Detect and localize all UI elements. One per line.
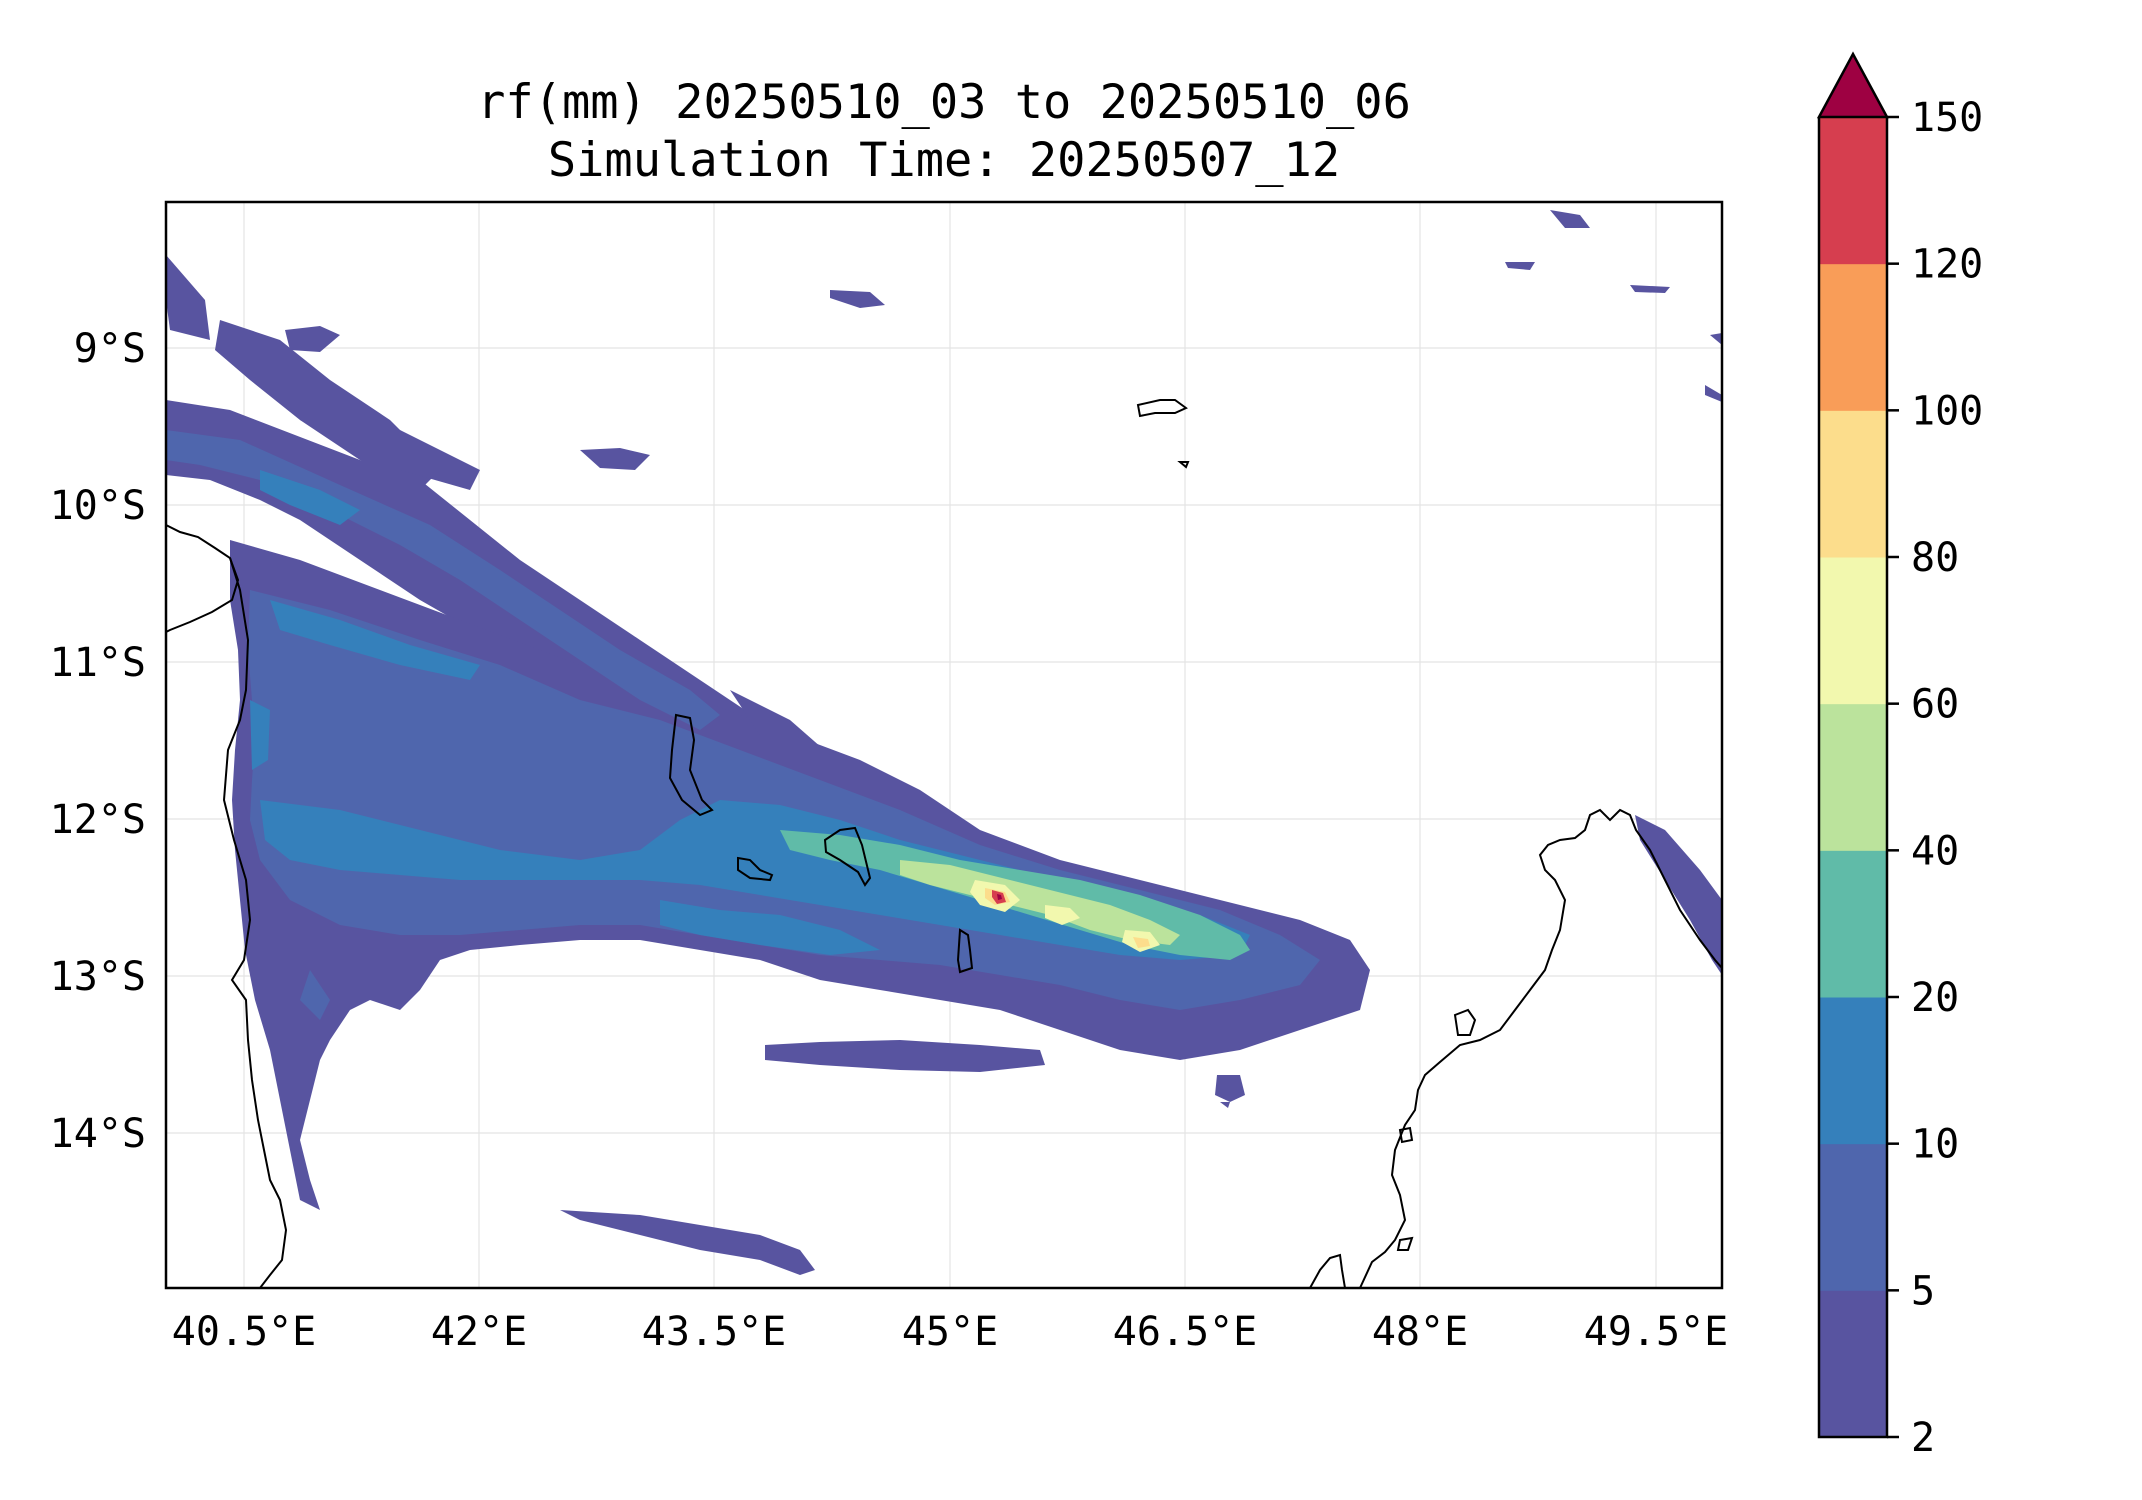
colorbar-tick-label: 100	[1911, 388, 1983, 434]
x-tick-label: 40.5°E	[172, 1309, 317, 1355]
x-tick-label: 42°E	[431, 1309, 527, 1355]
rain-band-40-60	[900, 860, 1180, 945]
colorbar-tick-label: 5	[1911, 1268, 1935, 1314]
y-tick-label: 9°S	[74, 326, 146, 372]
colorbar-tick-label: 120	[1911, 242, 1983, 288]
rainfall-contours	[166, 210, 1722, 1288]
coastlines	[166, 399, 1722, 1288]
y-tick-label: 11°S	[50, 640, 146, 686]
colorbar-segment	[1819, 263, 1887, 411]
rain-band-150-plus	[997, 894, 1002, 900]
x-axis-labels: 40.5°E 42°E 43.5°E 45°E 46.5°E 48°E 49.5…	[172, 1309, 1729, 1355]
map-frame	[164, 200, 1724, 1290]
colorbar-segments	[1819, 117, 1887, 1438]
colorbar-ticks: 2 5 10 20 40 60 80 100 120 150	[1887, 95, 1983, 1461]
y-tick-label: 10°S	[50, 483, 146, 529]
colorbar-extend-triangle	[1816, 51, 1890, 119]
colorbar-tick-label: 20	[1911, 975, 1959, 1021]
x-tick-label: 46.5°E	[1113, 1309, 1258, 1355]
chart-subtitle: Simulation Time: 20250507_12	[547, 133, 1341, 188]
y-tick-label: 13°S	[50, 954, 146, 1000]
colorbar-tick-label: 60	[1911, 682, 1959, 728]
chart-title: rf(mm) 20250510_03 to 20250510_06	[477, 75, 1411, 130]
colorbar-segment	[1819, 997, 1887, 1145]
colorbar-segment	[1819, 410, 1887, 558]
x-tick-label: 45°E	[902, 1309, 998, 1355]
colorbar-segment	[1819, 1290, 1887, 1438]
x-tick-label: 49.5°E	[1584, 1309, 1729, 1355]
y-tick-label: 12°S	[50, 797, 146, 843]
colorbar-outline	[1817, 117, 1889, 1439]
colorbar-segment	[1819, 850, 1887, 998]
x-tick-label: 43.5°E	[642, 1309, 787, 1355]
colorbar-tick-label: 80	[1911, 535, 1959, 581]
y-axis-labels: 9°S 10°S 11°S 12°S 13°S 14°S	[50, 326, 146, 1157]
y-tick-label: 14°S	[50, 1111, 146, 1157]
colorbar: 2 5 10 20 40 60 80 100 120 150	[1816, 51, 1983, 1461]
colorbar-segment	[1819, 703, 1887, 851]
x-tick-label: 48°E	[1372, 1309, 1468, 1355]
colorbar-tick-label: 40	[1911, 828, 1959, 874]
colorbar-segment	[1819, 117, 1887, 265]
colorbar-tick-label: 10	[1911, 1122, 1959, 1168]
colorbar-tick-label: 2	[1911, 1415, 1935, 1461]
colorbar-tick-label: 150	[1911, 95, 1983, 141]
colorbar-segment	[1819, 557, 1887, 705]
colorbar-segment	[1819, 1143, 1887, 1291]
rain-band-10-20	[250, 470, 1250, 960]
